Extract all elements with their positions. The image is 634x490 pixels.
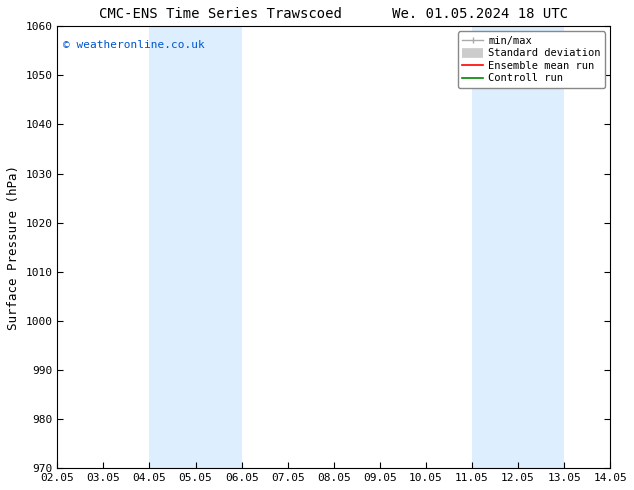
Y-axis label: Surface Pressure (hPa): Surface Pressure (hPa): [7, 165, 20, 330]
Bar: [472, 26, 564, 468]
Text: © weatheronline.co.uk: © weatheronline.co.uk: [63, 40, 205, 49]
Bar: [150, 26, 242, 468]
Legend: min/max, Standard deviation, Ensemble mean run, Controll run: min/max, Standard deviation, Ensemble me…: [458, 31, 605, 88]
Title: CMC-ENS Time Series Trawscoed      We. 01.05.2024 18 UTC: CMC-ENS Time Series Trawscoed We. 01.05.…: [100, 7, 568, 21]
